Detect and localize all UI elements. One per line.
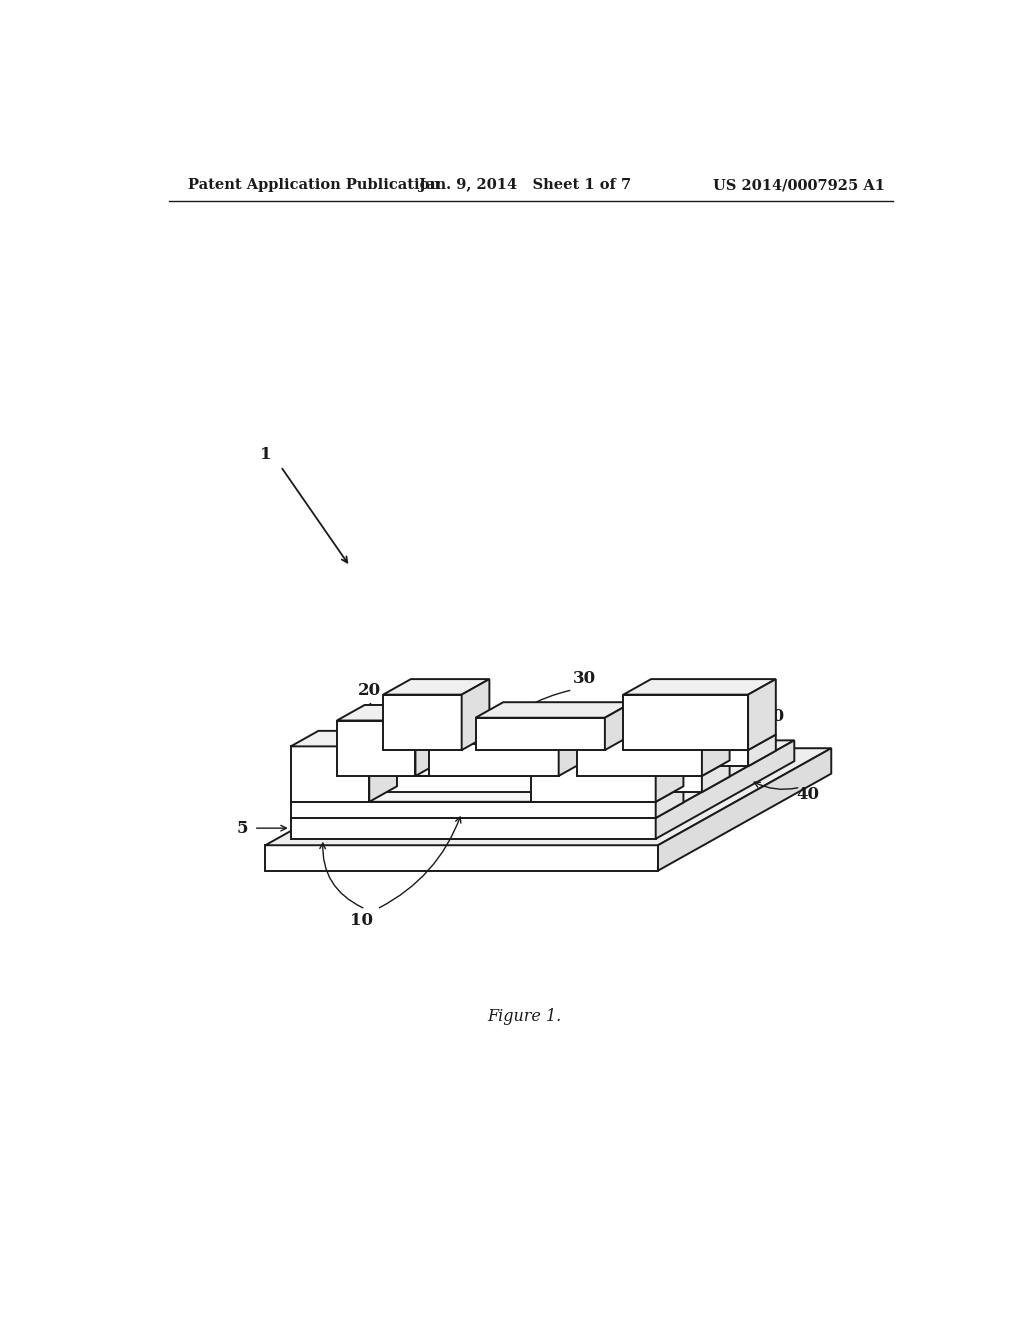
Text: 10: 10 (350, 912, 373, 929)
Polygon shape (337, 776, 701, 792)
Polygon shape (749, 734, 776, 766)
Polygon shape (291, 801, 655, 818)
Text: 40: 40 (797, 787, 819, 804)
Polygon shape (624, 694, 749, 750)
Polygon shape (531, 731, 683, 746)
Polygon shape (429, 729, 587, 743)
Text: Patent Application Publication: Patent Application Publication (188, 178, 440, 193)
Polygon shape (383, 734, 776, 750)
Polygon shape (429, 743, 559, 776)
Polygon shape (658, 748, 831, 871)
Text: 30: 30 (572, 669, 596, 686)
Polygon shape (624, 678, 776, 694)
Polygon shape (531, 746, 655, 801)
Polygon shape (655, 741, 795, 838)
Polygon shape (383, 694, 462, 750)
Polygon shape (605, 702, 633, 750)
Polygon shape (475, 702, 633, 718)
Polygon shape (701, 760, 730, 792)
Polygon shape (337, 760, 730, 776)
Polygon shape (291, 741, 795, 818)
Text: Jan. 9, 2014   Sheet 1 of 7: Jan. 9, 2014 Sheet 1 of 7 (419, 178, 631, 193)
Polygon shape (383, 678, 489, 694)
Text: US 2014/0007925 A1: US 2014/0007925 A1 (713, 178, 885, 193)
Text: 20: 20 (762, 708, 785, 725)
Polygon shape (655, 731, 683, 801)
Polygon shape (701, 705, 730, 776)
Polygon shape (416, 705, 443, 776)
Polygon shape (337, 721, 416, 776)
Polygon shape (462, 678, 489, 750)
Polygon shape (291, 818, 655, 838)
Polygon shape (655, 787, 683, 818)
Polygon shape (475, 718, 605, 750)
Polygon shape (383, 750, 749, 766)
Polygon shape (578, 705, 730, 721)
Text: 1: 1 (259, 446, 271, 463)
Text: 20: 20 (357, 682, 381, 700)
Polygon shape (370, 731, 397, 801)
Polygon shape (265, 845, 658, 871)
Polygon shape (291, 731, 397, 746)
Polygon shape (337, 705, 443, 721)
Polygon shape (291, 787, 683, 801)
Polygon shape (578, 721, 701, 776)
Polygon shape (291, 746, 370, 801)
Polygon shape (559, 729, 587, 776)
Text: Figure 1.: Figure 1. (487, 1008, 562, 1026)
Polygon shape (265, 748, 831, 845)
Polygon shape (749, 678, 776, 750)
Text: 5: 5 (237, 820, 248, 837)
